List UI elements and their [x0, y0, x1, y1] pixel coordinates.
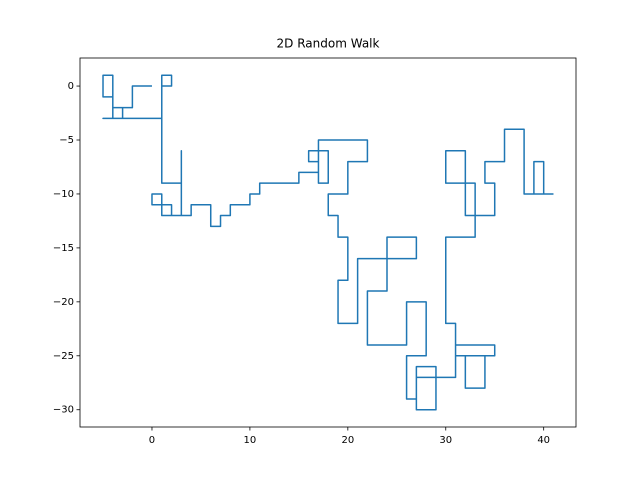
- plot-frame: [79, 57, 577, 428]
- y-tick-label: −15: [53, 243, 74, 254]
- y-tick-label: 0: [68, 81, 74, 92]
- x-tick-label: 0: [149, 435, 155, 446]
- x-tick-label: 20: [341, 435, 354, 446]
- y-tick-label: −30: [53, 405, 74, 416]
- chart-title: 2D Random Walk: [277, 37, 380, 51]
- y-tick-label: −5: [59, 135, 74, 146]
- x-tick-label: 40: [537, 435, 550, 446]
- x-tick-label: 10: [244, 435, 257, 446]
- walk-line: [102, 74, 554, 411]
- y-tick-label: −20: [53, 297, 74, 308]
- y-tick-label: −10: [53, 189, 74, 200]
- x-tick-label: 30: [439, 435, 452, 446]
- y-tick-label: −25: [53, 351, 74, 362]
